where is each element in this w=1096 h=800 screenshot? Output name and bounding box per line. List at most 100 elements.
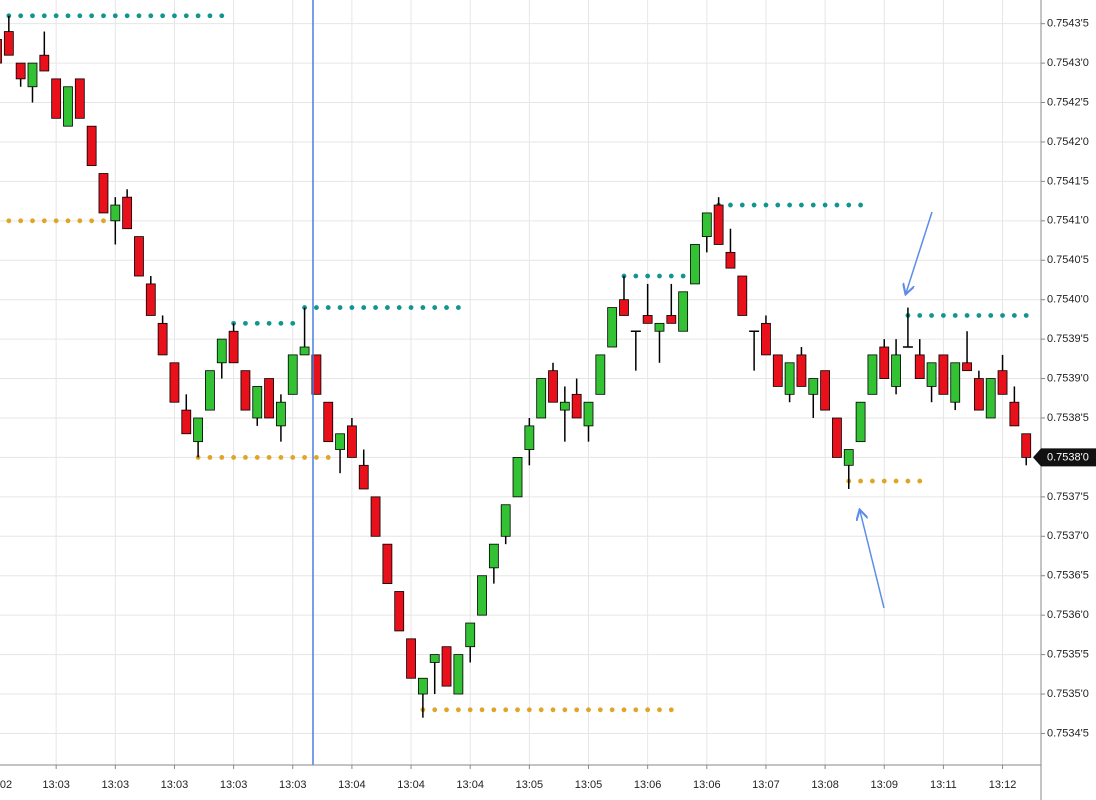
level-dot bbox=[254, 320, 260, 326]
candle-body bbox=[27, 62, 38, 88]
level-dot bbox=[728, 202, 733, 208]
level-dot bbox=[455, 707, 461, 713]
level-dot bbox=[668, 707, 674, 713]
level-dot bbox=[597, 707, 603, 713]
level-dot bbox=[65, 13, 71, 19]
level-dot bbox=[739, 202, 745, 208]
candle-body bbox=[879, 346, 890, 379]
candle-body bbox=[524, 425, 535, 450]
level-dot bbox=[1023, 313, 1029, 318]
candle-body bbox=[619, 299, 629, 316]
axes: 0.7534'5 0.7535'0 0.7535'5 0.7536'0 0.7536'5… bbox=[0, 18, 1096, 791]
level-dot bbox=[633, 707, 639, 713]
marks bbox=[0, 13, 1032, 718]
level-dot bbox=[266, 455, 272, 460]
candle-body bbox=[832, 417, 842, 458]
y-tick-label: 0.7543'0 bbox=[1047, 57, 1089, 69]
level-dot bbox=[325, 455, 331, 460]
candle-body bbox=[15, 62, 26, 80]
candle-body bbox=[181, 409, 192, 435]
level-dot bbox=[266, 320, 272, 326]
level-dot bbox=[6, 13, 12, 19]
level-dot bbox=[952, 313, 958, 318]
candle-body bbox=[548, 370, 558, 403]
candle-body bbox=[654, 322, 665, 332]
y-tick-label: 0.7536'0 bbox=[1047, 609, 1089, 621]
last-price-tag bbox=[1033, 448, 1096, 467]
level-dot bbox=[53, 13, 59, 19]
x-tick-label: 13:03 bbox=[102, 779, 130, 791]
candle-body bbox=[323, 401, 334, 443]
candle-body bbox=[808, 378, 819, 395]
x-tick-label: 13:03 bbox=[161, 779, 189, 791]
level-dot bbox=[491, 707, 497, 713]
x-tick-label: 13:03 bbox=[42, 779, 70, 791]
candle-body bbox=[536, 378, 547, 419]
level-dot bbox=[89, 218, 95, 224]
candle-body bbox=[346, 425, 357, 458]
level-dot bbox=[349, 305, 355, 310]
candle-body bbox=[595, 354, 606, 395]
candle-body bbox=[725, 251, 736, 269]
candle-body bbox=[914, 354, 925, 379]
level-dot bbox=[787, 202, 793, 208]
candle-body bbox=[228, 330, 239, 364]
y-tick-label: 0.7538'5 bbox=[1047, 412, 1089, 424]
level-dot bbox=[455, 305, 461, 310]
level-dot bbox=[432, 305, 438, 310]
x-tick-label: 13:09 bbox=[870, 779, 898, 791]
level-dot bbox=[680, 273, 686, 279]
level-dot bbox=[408, 305, 414, 310]
candle-body bbox=[1009, 401, 1020, 427]
x-tick-label: 13:03 bbox=[220, 779, 248, 791]
level-dot bbox=[657, 707, 662, 713]
candle-body bbox=[39, 54, 50, 72]
level-dot bbox=[18, 218, 24, 224]
level-dot bbox=[77, 218, 83, 224]
level-dot bbox=[53, 218, 59, 224]
candle-body bbox=[796, 354, 807, 387]
level-dot bbox=[290, 320, 296, 326]
candle-body bbox=[453, 654, 464, 695]
candle-body bbox=[985, 378, 996, 419]
candle-body bbox=[287, 354, 298, 395]
level-dot bbox=[420, 305, 426, 310]
level-dot bbox=[148, 13, 154, 19]
level-dot bbox=[810, 202, 816, 208]
candle-body bbox=[690, 244, 700, 285]
level-dot bbox=[207, 455, 213, 460]
candle-body bbox=[962, 362, 972, 372]
candle-body bbox=[299, 346, 310, 356]
candle-body bbox=[358, 464, 369, 490]
level-dot bbox=[858, 202, 863, 208]
candle-body bbox=[252, 386, 263, 419]
level-dot bbox=[30, 218, 35, 224]
y-tick-label: 0.7540'0 bbox=[1047, 294, 1089, 306]
level-dot bbox=[1000, 313, 1005, 318]
candle-body bbox=[311, 354, 322, 395]
level-dot bbox=[503, 707, 509, 713]
level-dot bbox=[917, 313, 923, 318]
level-dot bbox=[479, 707, 485, 713]
candle-body bbox=[193, 417, 204, 443]
candle-body bbox=[74, 78, 85, 119]
candle-body bbox=[51, 78, 62, 119]
level-dot bbox=[645, 707, 651, 713]
level-dot bbox=[314, 455, 319, 460]
candle-body bbox=[382, 543, 393, 585]
level-dot bbox=[219, 455, 225, 460]
x-tick-label: 13:08 bbox=[811, 779, 839, 791]
x-tick-label: 13:04 bbox=[397, 779, 425, 791]
level-dot bbox=[621, 707, 627, 713]
candle-body bbox=[761, 322, 771, 356]
level-dot bbox=[834, 202, 840, 208]
candle-body bbox=[169, 362, 180, 403]
candle-body bbox=[512, 457, 523, 498]
y-tick-label: 0.7535'5 bbox=[1047, 648, 1089, 660]
candle-body bbox=[0, 39, 2, 64]
level-dot bbox=[515, 707, 520, 713]
level-dot bbox=[538, 707, 544, 713]
candle-body bbox=[997, 370, 1008, 395]
candle-body bbox=[855, 401, 866, 443]
